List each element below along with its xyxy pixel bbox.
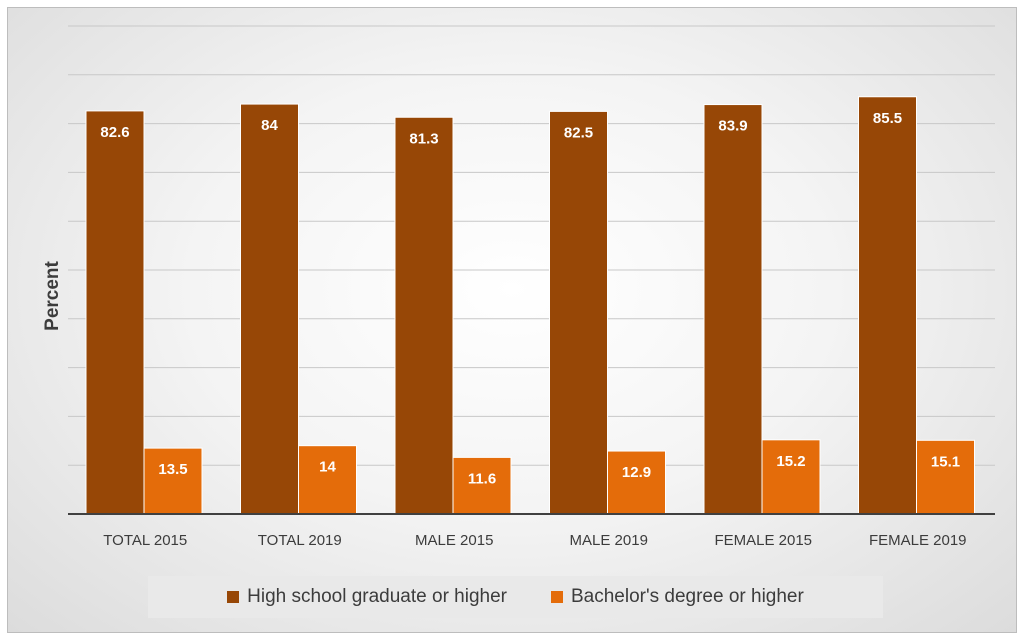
bar-bachelors (761, 439, 821, 515)
category-label: MALE 2019 (570, 532, 648, 549)
bar-high-school (858, 96, 917, 515)
bar-label-high-school: 84 (261, 117, 278, 134)
legend-label-bachelors: Bachelor's degree or higher (571, 586, 804, 607)
legend-label-high-school: High school graduate or higher (247, 586, 507, 607)
bar-high-school (703, 104, 763, 515)
bar-high-school (549, 110, 608, 515)
bar-label-bachelors: 14 (319, 459, 336, 476)
category-axis-labels: TOTAL 2015 TOTAL 2019 MALE 2015 MALE 2019 FE… (103, 532, 966, 549)
bar-bachelors (607, 450, 666, 515)
bar-label-high-school: 82.6 (100, 124, 129, 141)
legend-swatch-high-school (227, 591, 240, 603)
bar-label-bachelors: 15.2 (776, 453, 805, 470)
legend-item-bachelors: Bachelor's degree or higher (551, 586, 804, 608)
chart-frame (7, 7, 1017, 633)
bar-label-high-school: 81.3 (409, 130, 438, 147)
bar-high-school (85, 110, 145, 515)
bar-label-high-school: 85.5 (873, 110, 902, 127)
bar-high-school (394, 116, 454, 515)
bar-label-high-school: 83.9 (718, 118, 747, 135)
bar-label-bachelors: 12.9 (622, 464, 651, 481)
category-label: TOTAL 2019 (258, 532, 342, 549)
bar-data-labels: 82.6 13.5 84 14 81.3 11.6 82.5 12.9 83.9 15.2 85.5… (100, 110, 960, 488)
bars (85, 96, 975, 515)
gridlines (68, 25, 995, 466)
bar-label-bachelors: 15.1 (931, 453, 960, 470)
category-label: MALE 2015 (415, 532, 493, 549)
category-label: FEMALE 2019 (869, 532, 967, 549)
legend-item-high-school: High school graduate or higher (227, 586, 507, 608)
bar-bachelors (143, 447, 203, 515)
category-label: TOTAL 2015 (103, 532, 187, 549)
bar-label-bachelors: 11.6 (468, 470, 496, 487)
bar-bachelors (916, 439, 975, 515)
y-axis-label: Percent (42, 260, 63, 330)
legend-swatch-bachelors (551, 591, 563, 603)
legend: High school graduate or higher Bachelor'… (148, 576, 883, 618)
bar-label-bachelors: 13.5 (158, 461, 187, 478)
bar-bachelors (298, 445, 357, 515)
bar-bachelors (452, 456, 512, 515)
bar-label-high-school: 82.5 (564, 124, 593, 141)
bar-high-school (240, 103, 299, 515)
category-label: FEMALE 2015 (714, 532, 812, 549)
